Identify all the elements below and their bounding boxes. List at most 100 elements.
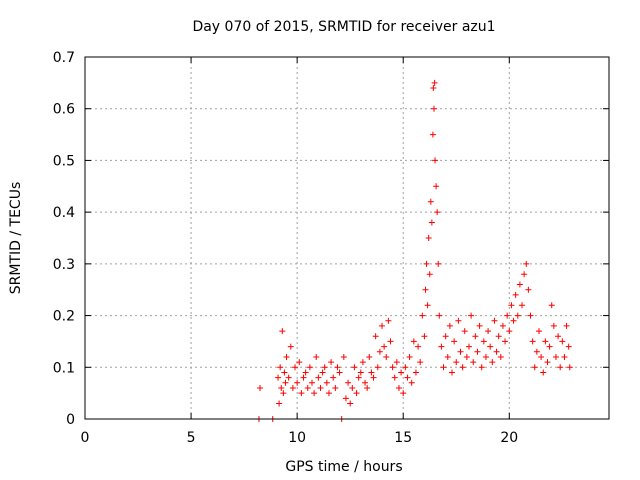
data-point [323,379,330,386]
data-point [474,348,481,355]
data-point [313,353,320,360]
data-point [287,343,294,350]
data-point [370,374,377,381]
data-point [332,384,339,391]
data-point [340,353,347,360]
data-point [440,364,447,371]
x-tick-label: 5 [187,430,196,446]
data-point [304,384,311,391]
data-point [546,343,553,350]
data-point [387,338,394,345]
data-point [417,359,424,366]
data-point [429,131,436,138]
data-point [442,333,449,340]
data-point [465,343,472,350]
data-point [412,369,419,376]
data-point [298,390,305,397]
data-point [334,364,341,371]
data-point [351,364,358,371]
data-point [495,333,502,340]
data-point [529,338,536,345]
data-point [292,364,299,371]
data-point [347,400,354,407]
y-tick-label: 0.6 [53,102,75,118]
data-point [438,343,445,350]
data-point [280,390,287,397]
data-point [391,374,398,381]
data-point [321,364,328,371]
data-point [523,260,530,267]
data-point [559,338,566,345]
data-point [476,322,483,329]
data-point [461,328,468,335]
data-point [552,353,559,360]
data-point [389,364,396,371]
y-axis-label: SRMTID / TECUs [8,182,24,295]
data-point [282,379,289,386]
data-point [294,379,301,386]
data-point [393,359,400,366]
data-point [436,312,443,319]
data-point [548,302,555,309]
data-point [308,379,315,386]
data-point [459,364,466,371]
data-point [319,369,326,376]
data-point [557,364,564,371]
y-tick-label: 0 [66,412,75,428]
data-point [317,384,324,391]
data-point [427,198,434,205]
chart-title: Day 070 of 2015, SRMTID for receiver azu… [192,19,495,35]
x-tick-label: 15 [394,430,412,446]
data-point [521,271,528,278]
data-point [504,312,511,319]
data-point [381,343,388,350]
data-point [306,364,313,371]
data-point [430,85,437,92]
data-point [519,302,526,309]
data-point [433,183,440,190]
data-point [482,353,489,360]
data-point [444,353,451,360]
data-point [446,322,453,329]
data-point [426,271,433,278]
data-point [535,328,542,335]
data-point [353,390,360,397]
data-point [355,374,362,381]
x-tick-label: 10 [288,430,306,446]
data-point [525,286,532,293]
data-point [302,369,309,376]
data-point [561,353,568,360]
data-point [508,302,515,309]
data-point [499,322,506,329]
data-point [362,379,369,386]
data-point [502,338,509,345]
data-point [315,374,322,381]
data-point [372,333,379,340]
data-point [435,260,442,267]
y-tick-label: 0.3 [53,257,75,273]
data-point [277,364,284,371]
data-point [506,328,513,335]
data-point [428,219,435,226]
data-point [415,343,422,350]
data-point [432,157,439,164]
data-point [542,338,549,345]
data-point [385,317,392,324]
y-tick-label: 0.5 [53,153,75,169]
data-point [336,369,343,376]
data-point [379,322,386,329]
grid [85,57,609,419]
data-point [281,369,288,376]
data-point [516,281,523,288]
data-point [478,364,485,371]
data-point [325,390,332,397]
data-point [491,317,498,324]
data-point [289,384,296,391]
data-point [283,353,290,360]
data-point [300,374,307,381]
x-tick-label: 20 [500,430,518,446]
data-point [472,333,479,340]
data-point [400,390,407,397]
data-point [424,302,431,309]
